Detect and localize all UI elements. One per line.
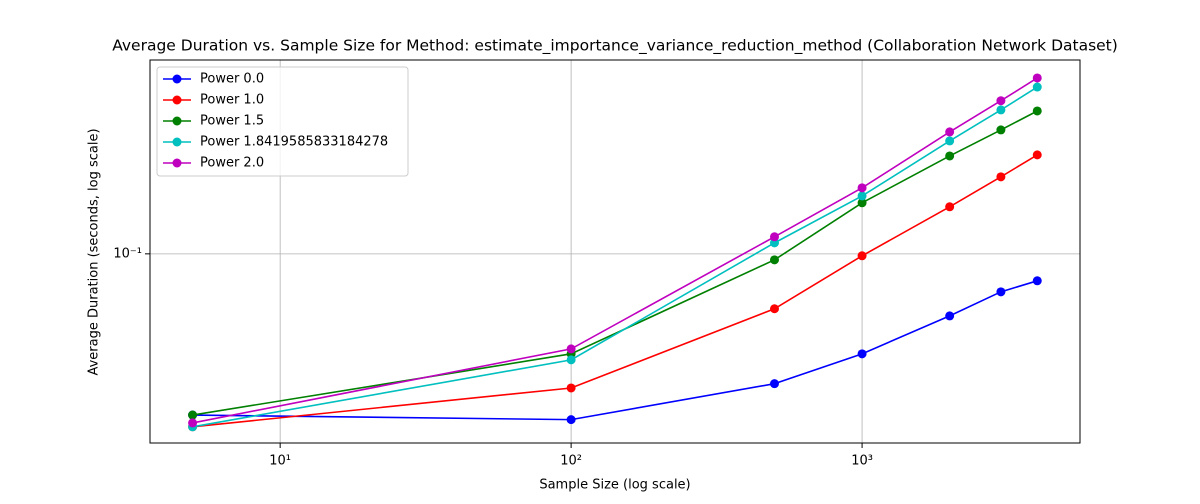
point bbox=[857, 251, 867, 261]
point bbox=[945, 311, 955, 321]
legend-label: Power 1.8419585833184278 bbox=[200, 135, 388, 150]
point bbox=[1032, 276, 1042, 286]
point bbox=[996, 287, 1006, 297]
point bbox=[188, 418, 198, 428]
legend-label: Power 1.0 bbox=[200, 93, 264, 108]
y-tick-label: 10⁻¹ bbox=[113, 246, 142, 261]
point bbox=[996, 105, 1006, 115]
legend-marker bbox=[172, 95, 182, 105]
point bbox=[945, 202, 955, 212]
legend-marker bbox=[172, 137, 182, 147]
legend-marker bbox=[172, 158, 182, 168]
point bbox=[996, 172, 1006, 182]
point bbox=[1032, 82, 1042, 92]
point bbox=[769, 255, 779, 265]
point bbox=[566, 355, 576, 365]
legend-box bbox=[156, 66, 409, 177]
point bbox=[996, 125, 1006, 135]
point bbox=[188, 410, 198, 420]
point bbox=[1032, 150, 1042, 160]
legend-label: Power 1.5 bbox=[200, 114, 264, 129]
x-tick-label: 10¹ bbox=[269, 454, 291, 469]
point bbox=[857, 191, 867, 201]
point bbox=[769, 379, 779, 389]
point bbox=[857, 183, 867, 193]
chart-title: Average Duration vs. Sample Size for Met… bbox=[112, 37, 1118, 56]
x-tick-label: 10³ bbox=[851, 454, 873, 469]
point bbox=[945, 136, 955, 146]
point bbox=[1032, 106, 1042, 116]
point bbox=[769, 232, 779, 242]
point bbox=[996, 96, 1006, 106]
legend-label: Power 0.0 bbox=[200, 72, 264, 87]
x-axis-label: Sample Size (log scale) bbox=[539, 478, 690, 493]
point bbox=[857, 349, 867, 359]
legend-marker bbox=[172, 74, 182, 84]
legend-label: Power 2.0 bbox=[200, 156, 264, 171]
plot-frame bbox=[149, 59, 1081, 444]
point bbox=[566, 344, 576, 354]
series-line bbox=[192, 154, 1038, 428]
x-tick-label: 10² bbox=[560, 454, 582, 469]
point bbox=[945, 127, 955, 137]
point bbox=[945, 151, 955, 161]
point bbox=[769, 304, 779, 314]
point bbox=[566, 383, 576, 393]
point bbox=[857, 198, 867, 208]
y-axis-label: Average Duration (seconds, log scale) bbox=[87, 128, 102, 375]
point bbox=[566, 415, 576, 425]
legend-marker bbox=[172, 116, 182, 126]
point bbox=[1032, 73, 1042, 83]
